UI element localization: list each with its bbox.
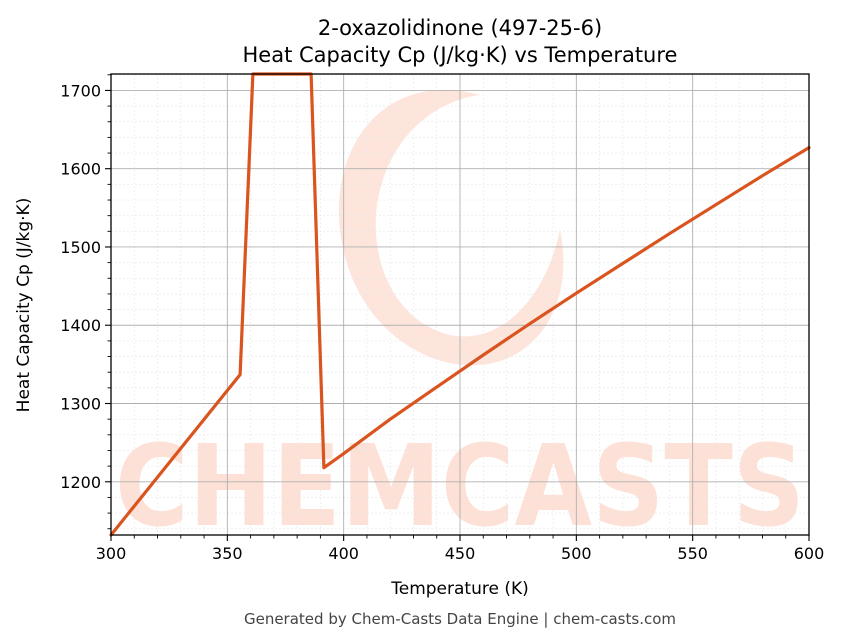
y-tick-label: 1500: [60, 238, 101, 257]
chart-title: 2-oxazolidinone (497-25-6): [318, 16, 602, 40]
y-tick-label: 1200: [60, 473, 101, 492]
y-tick-label: 1300: [60, 395, 101, 414]
x-tick-label: 300: [96, 544, 127, 563]
y-tick-label: 1700: [60, 81, 101, 100]
y-tick-label: 1400: [60, 316, 101, 335]
x-tick-label: 400: [328, 544, 359, 563]
x-tick-label: 350: [212, 544, 243, 563]
x-tick-label: 500: [561, 544, 592, 563]
y-tick-label: 1600: [60, 160, 101, 179]
axis-ticks: 300 350 400 450 500 550 600 1200 1300 1400 1500 160…: [60, 74, 825, 563]
x-tick-label: 600: [794, 544, 825, 563]
x-axis-label: Temperature (K): [390, 579, 529, 599]
x-tick-label: 450: [445, 544, 476, 563]
x-tick-label: 550: [677, 544, 708, 563]
y-axis-label: Heat Capacity Cp (J/kg·K): [14, 198, 34, 413]
chart-subtitle: Heat Capacity Cp (J/kg·K) vs Temperature: [243, 43, 678, 67]
watermark-swirl-logo: [338, 89, 564, 366]
footer-credit: Generated by Chem-Casts Data Engine | ch…: [244, 610, 676, 628]
